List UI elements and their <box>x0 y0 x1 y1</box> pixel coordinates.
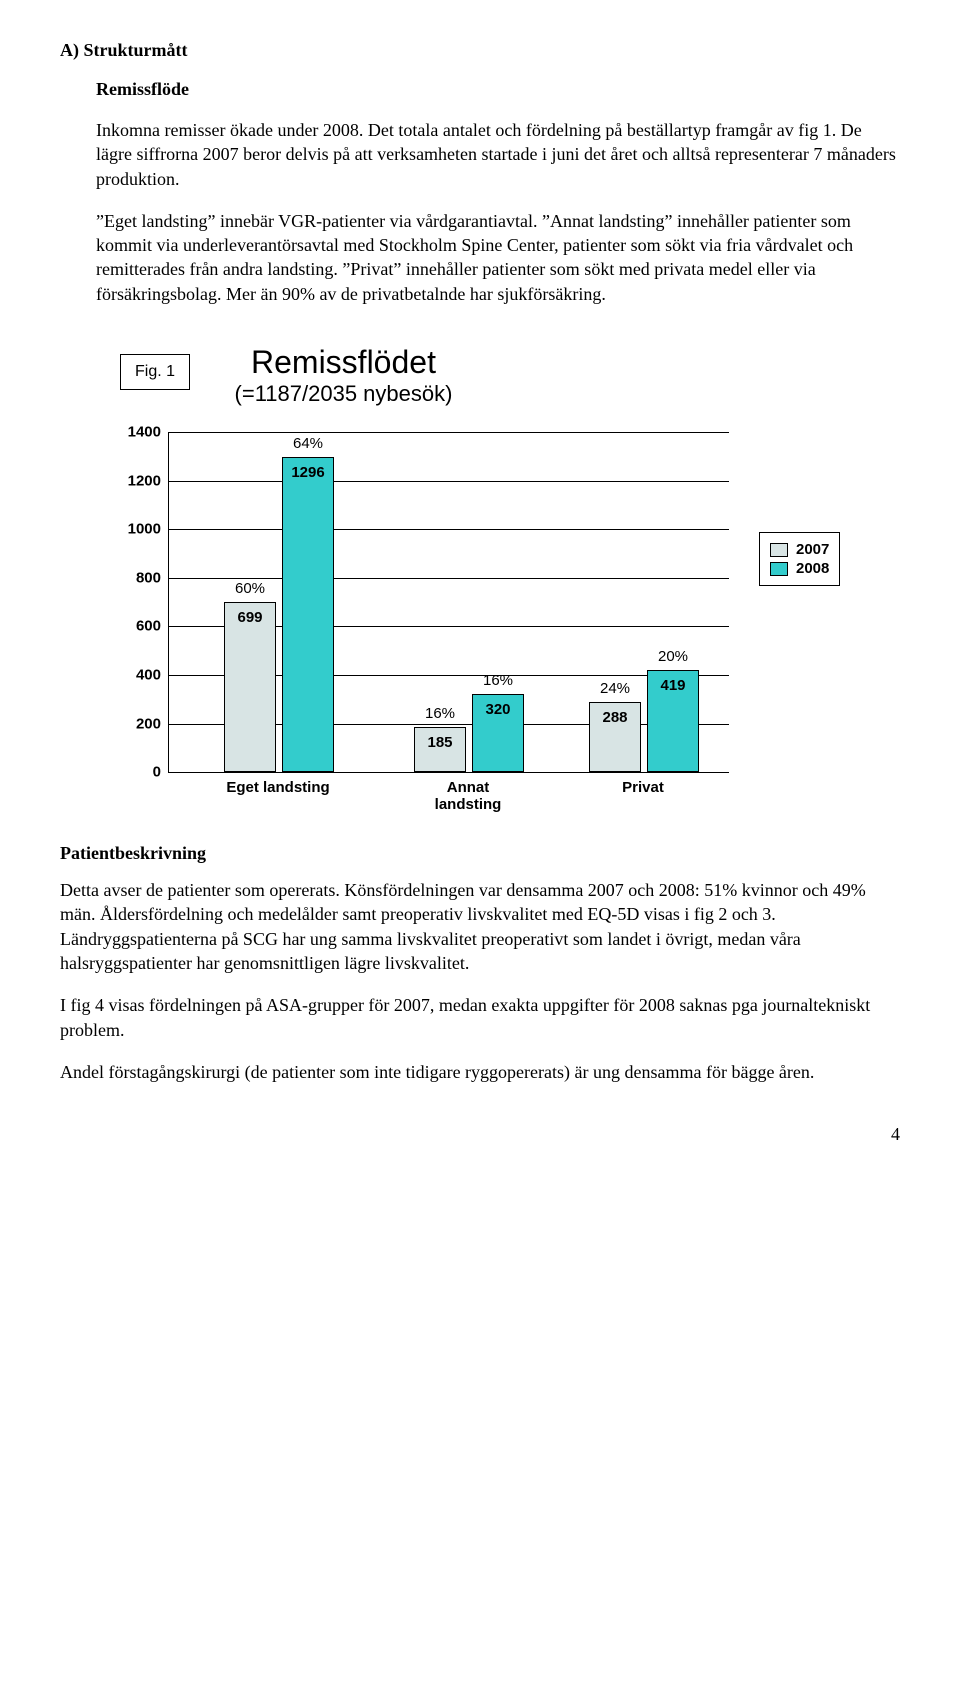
y-axis-tick: 600 <box>136 618 169 635</box>
bar-percent-label: 24% <box>600 680 630 697</box>
bar-value-label: 320 <box>473 701 523 718</box>
paragraph-4: I fig 4 visas fördelningen på ASA-gruppe… <box>60 993 900 1042</box>
bar-value-label: 419 <box>648 677 698 694</box>
chart-x-labels: Eget landstingAnnat landstingPrivat <box>168 779 728 803</box>
bar-percent-label: 20% <box>658 648 688 665</box>
bar-group: 69960%129664% <box>224 457 334 772</box>
bar-percent-label: 64% <box>293 435 323 452</box>
paragraph-2: ”Eget landsting” innebär VGR-patienter v… <box>96 209 900 306</box>
y-axis-tick: 800 <box>136 569 169 586</box>
bar: 129664% <box>282 457 334 772</box>
bar-value-label: 699 <box>225 609 275 626</box>
y-axis-tick: 1000 <box>128 521 169 538</box>
bar: 69960% <box>224 602 276 772</box>
legend-item-2008: 2008 <box>770 560 829 577</box>
legend-swatch-2007 <box>770 543 788 557</box>
chart-subtitle: (=1187/2035 nybesök) <box>235 381 453 407</box>
chart-title-wrap: Remissflödet (=1187/2035 nybesök) <box>235 344 453 407</box>
paragraph-5: Andel förstagångskirurgi (de patienter s… <box>60 1060 900 1084</box>
bar-value-label: 1296 <box>283 464 333 481</box>
bar-percent-label: 16% <box>483 672 513 689</box>
paragraph-3: Detta avser de patienter som opererats. … <box>60 878 900 975</box>
y-axis-tick: 0 <box>153 764 169 781</box>
x-axis-label: Annat landsting <box>413 779 523 813</box>
y-axis-tick: 1200 <box>128 472 169 489</box>
bar-value-label: 185 <box>415 734 465 751</box>
legend-swatch-2008 <box>770 562 788 576</box>
legend-label-2007: 2007 <box>796 541 829 558</box>
bar: 32016% <box>472 694 524 772</box>
chart-title: Remissflödet <box>235 344 453 381</box>
bar-percent-label: 16% <box>425 705 455 722</box>
page-number: 4 <box>60 1124 900 1145</box>
chart-legend: 2007 2008 <box>759 532 840 586</box>
legend-item-2007: 2007 <box>770 541 829 558</box>
section-a-heading: A) Strukturmått <box>60 40 900 61</box>
y-axis-tick: 1400 <box>128 424 169 441</box>
subheading-remissflode: Remissflöde <box>96 79 900 100</box>
bar-chart: 020040060080010001200140069960%129664%18… <box>120 432 900 803</box>
bar-group: 28824%41920% <box>589 670 699 772</box>
x-axis-label: Eget landsting <box>223 779 333 796</box>
y-axis-tick: 400 <box>136 666 169 683</box>
grid-line <box>169 432 729 433</box>
bar-value-label: 288 <box>590 709 640 726</box>
legend-label-2008: 2008 <box>796 560 829 577</box>
y-axis-tick: 200 <box>136 715 169 732</box>
figure-label-box: Fig. 1 <box>120 354 190 390</box>
paragraph-1: Inkomna remisser ökade under 2008. Det t… <box>96 118 900 191</box>
bar: 41920% <box>647 670 699 772</box>
bar: 18516% <box>414 727 466 772</box>
chart-plot-area: 020040060080010001200140069960%129664%18… <box>168 432 729 773</box>
x-axis-label: Privat <box>588 779 698 796</box>
bar-group: 18516%32016% <box>414 694 524 772</box>
bar: 28824% <box>589 702 641 772</box>
section-patientbeskrivning-heading: Patientbeskrivning <box>60 843 900 864</box>
bar-percent-label: 60% <box>235 580 265 597</box>
